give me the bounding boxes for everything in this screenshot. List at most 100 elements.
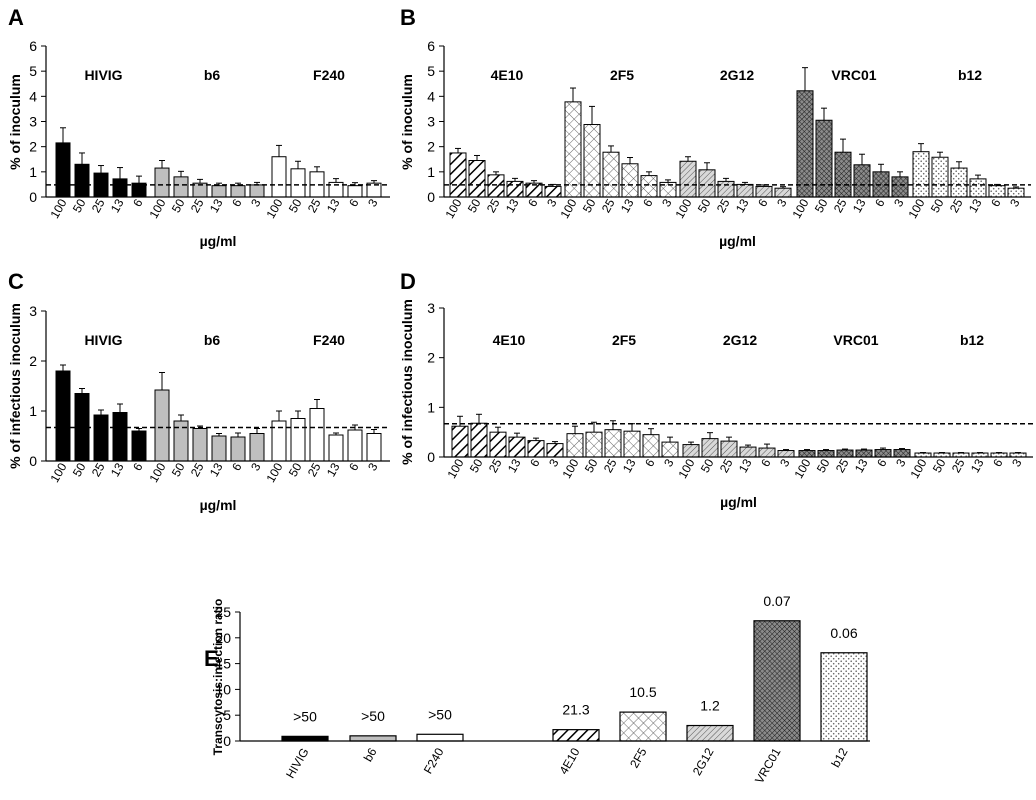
bar bbox=[1007, 187, 1025, 198]
bar bbox=[604, 429, 622, 458]
y-tick-label: 6 bbox=[29, 38, 37, 54]
x-tick-label: 3 bbox=[1009, 456, 1025, 469]
bar bbox=[853, 164, 871, 198]
data-label: 1.2 bbox=[700, 698, 720, 714]
bar bbox=[349, 735, 397, 742]
bar bbox=[487, 174, 505, 198]
x-tick-label: 50 bbox=[928, 196, 947, 215]
panel-label: D bbox=[400, 269, 416, 294]
group-label: b12 bbox=[958, 67, 982, 83]
x-tick-label: 25 bbox=[599, 196, 618, 215]
x-tick-label: 3 bbox=[777, 456, 793, 469]
group-label: 2G12 bbox=[720, 67, 754, 83]
x-tick-label: 13 bbox=[108, 196, 127, 215]
x-tick-label: 25 bbox=[305, 460, 324, 479]
x-axis-label: µg/ml bbox=[200, 497, 237, 513]
x-tick-label: 50 bbox=[698, 456, 717, 475]
x-tick-label: 100 bbox=[146, 460, 168, 485]
group-label: VRC01 bbox=[831, 67, 876, 83]
x-tick-label: 25 bbox=[89, 460, 108, 479]
y-tick-label: 3 bbox=[29, 114, 37, 130]
x-tick-label: 100 bbox=[146, 196, 168, 221]
bar bbox=[682, 444, 700, 458]
x-tick-label: 13 bbox=[207, 196, 226, 215]
x-tick-label: 13 bbox=[736, 456, 755, 475]
bar bbox=[55, 370, 71, 462]
x-tick-label: 13 bbox=[207, 460, 226, 479]
bar bbox=[855, 449, 873, 458]
x-tick-label: 50 bbox=[930, 456, 949, 475]
x-tick-label: 3 bbox=[546, 456, 562, 469]
bar bbox=[93, 414, 109, 462]
bar bbox=[192, 428, 208, 462]
x-tick-label: HIVIG bbox=[283, 746, 311, 781]
y-tick-label: 15 bbox=[215, 656, 231, 672]
x-tick-label: 100 bbox=[263, 196, 285, 221]
bar bbox=[249, 184, 265, 198]
bar bbox=[328, 434, 344, 462]
x-tick-label: 3 bbox=[893, 456, 909, 469]
bar bbox=[154, 167, 170, 198]
x-tick-label: 50 bbox=[695, 196, 714, 215]
bar bbox=[874, 449, 892, 458]
x-tick-label: 100 bbox=[789, 196, 811, 221]
group-label: 2F5 bbox=[610, 67, 634, 83]
bar bbox=[55, 142, 71, 198]
x-tick-label: 6 bbox=[527, 456, 543, 469]
x-tick-label: 13 bbox=[850, 196, 869, 215]
bar bbox=[468, 160, 486, 198]
x-tick-label: 13 bbox=[108, 460, 127, 479]
x-tick-label: 100 bbox=[672, 196, 694, 221]
bar bbox=[173, 176, 189, 198]
x-tick-label: 13 bbox=[618, 196, 637, 215]
bar bbox=[931, 156, 949, 198]
y-tick-label: 0 bbox=[427, 449, 435, 465]
bar bbox=[249, 433, 265, 462]
x-tick-label: 3 bbox=[661, 456, 677, 469]
x-tick-label: 13 bbox=[620, 456, 639, 475]
bar bbox=[836, 449, 854, 458]
data-label: >50 bbox=[428, 706, 452, 722]
y-tick-label: 1 bbox=[427, 164, 435, 180]
x-tick-label: 25 bbox=[188, 196, 207, 215]
bar bbox=[640, 175, 658, 198]
bar bbox=[230, 185, 246, 198]
x-tick-label: 3 bbox=[659, 196, 675, 209]
y-tick-label: 5 bbox=[427, 63, 435, 79]
y-tick-label: 0 bbox=[29, 189, 37, 205]
x-tick-label: 50 bbox=[812, 196, 831, 215]
bar bbox=[698, 169, 716, 198]
x-tick-label: 6 bbox=[346, 460, 362, 473]
x-tick-label: 100 bbox=[675, 456, 697, 481]
y-tick-label: 2 bbox=[29, 353, 37, 369]
x-tick-label: 13 bbox=[966, 196, 985, 215]
x-tick-label: 50 bbox=[70, 460, 89, 479]
data-label: >50 bbox=[361, 708, 385, 724]
bar bbox=[736, 183, 754, 198]
bar bbox=[309, 408, 325, 462]
bar bbox=[834, 151, 852, 198]
x-tick-label: 3 bbox=[365, 196, 381, 209]
x-tick-label: 100 bbox=[557, 196, 579, 221]
bar bbox=[969, 178, 987, 198]
bar bbox=[347, 185, 363, 198]
x-tick-label: 4E10 bbox=[556, 745, 582, 777]
bar bbox=[546, 443, 564, 458]
bar bbox=[717, 180, 735, 198]
y-tick-label: 0 bbox=[427, 189, 435, 205]
group-label: 2G12 bbox=[723, 332, 757, 348]
y-tick-label: 2 bbox=[427, 350, 435, 366]
y-tick-label: 4 bbox=[427, 88, 435, 104]
group-label: 2F5 bbox=[612, 332, 636, 348]
bar bbox=[891, 176, 909, 198]
x-tick-label: 50 bbox=[286, 196, 305, 215]
x-tick-label: 13 bbox=[324, 196, 343, 215]
bar bbox=[758, 447, 776, 458]
bar bbox=[470, 422, 488, 458]
bar bbox=[988, 185, 1006, 198]
